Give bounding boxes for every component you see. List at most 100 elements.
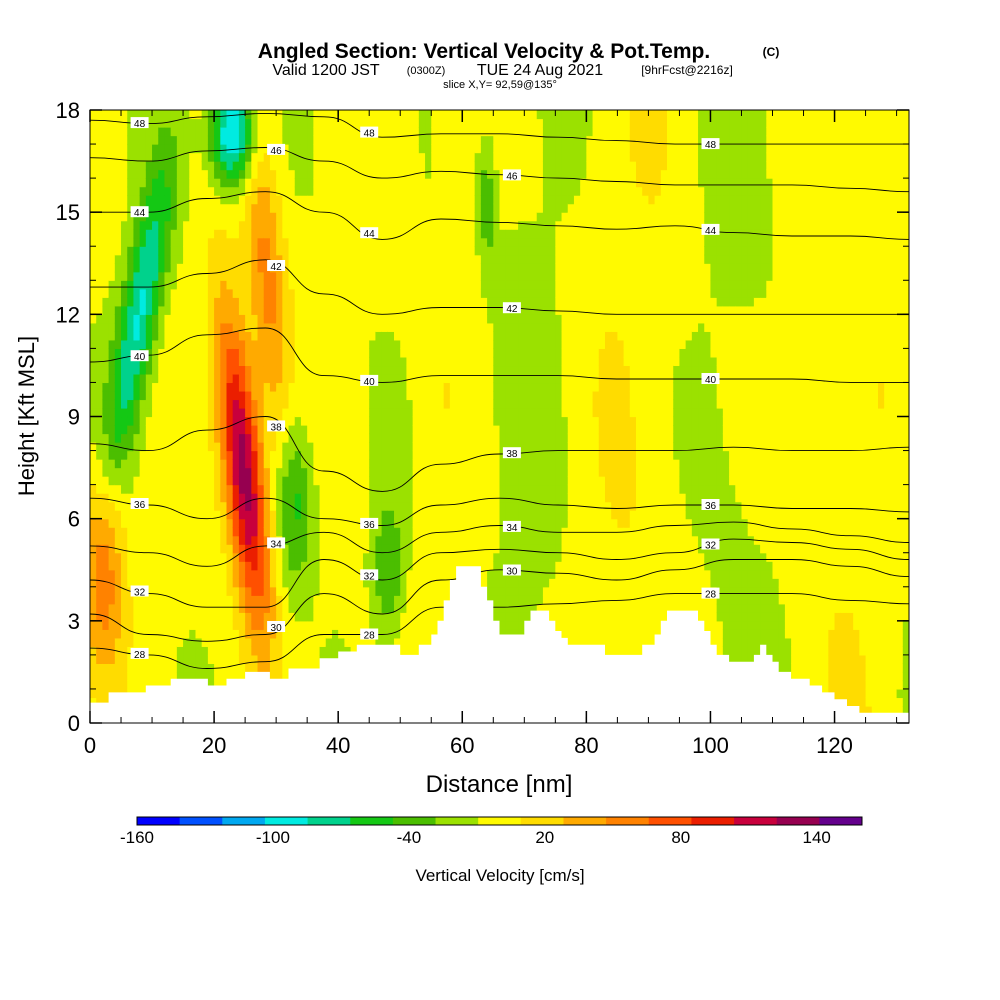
velocity-cell (102, 595, 110, 605)
velocity-cell (294, 127, 302, 137)
velocity-cell (158, 339, 166, 349)
velocity-cell (394, 297, 401, 307)
velocity-cell (468, 144, 476, 154)
velocity-cell (245, 390, 252, 401)
velocity-cell (257, 510, 265, 520)
velocity-cell (214, 152, 221, 162)
velocity-cell (176, 527, 184, 537)
velocity-cell (356, 203, 364, 213)
velocity-cell (412, 535, 420, 545)
velocity-cell (480, 425, 488, 435)
velocity-cell (400, 535, 408, 545)
velocity-cell (226, 552, 234, 562)
velocity-cell (493, 390, 501, 401)
velocity-cell (400, 348, 408, 358)
velocity-cell (133, 356, 141, 367)
velocity-cell (313, 203, 321, 213)
velocity-cell (139, 493, 147, 503)
velocity-cell (338, 280, 345, 290)
velocity-cell (493, 518, 501, 528)
velocity-cell (412, 484, 420, 494)
velocity-cell (245, 578, 252, 588)
velocity-cell (412, 510, 420, 520)
velocity-cell (170, 561, 178, 571)
velocity-cell (369, 144, 376, 154)
velocity-cell (505, 433, 513, 443)
velocity-cell (437, 493, 445, 503)
velocity-cell (145, 280, 153, 290)
velocity-cell (189, 220, 197, 230)
velocity-cell (108, 110, 116, 120)
velocity-cell (400, 603, 408, 613)
velocity-cell (480, 365, 488, 375)
velocity-cell (394, 416, 401, 426)
velocity-cell (102, 407, 110, 418)
velocity-cell (425, 518, 432, 528)
velocity-cell (369, 135, 376, 145)
velocity-cell (170, 620, 178, 630)
velocity-cell (251, 407, 259, 418)
velocity-cell (412, 365, 420, 375)
velocity-cell (493, 178, 501, 188)
velocity-cell (96, 195, 103, 205)
velocity-cell (307, 186, 314, 196)
velocity-cell (400, 263, 408, 273)
velocity-cell (462, 399, 470, 409)
velocity-cell (164, 484, 172, 494)
velocity-cell (108, 425, 116, 435)
velocity-cell (518, 578, 525, 588)
velocity-cell (245, 229, 252, 239)
velocity-cell (288, 442, 296, 452)
velocity-cell (108, 407, 116, 418)
velocity-cell (294, 578, 302, 588)
velocity-cell (251, 348, 259, 358)
velocity-cell (96, 433, 103, 443)
velocity-cell (245, 169, 252, 179)
velocity-cell (114, 561, 122, 571)
velocity-cell (220, 178, 228, 188)
velocity-cell (425, 280, 432, 290)
velocity-cell (505, 425, 513, 435)
velocity-cell (394, 203, 401, 213)
velocity-cell (468, 493, 476, 503)
velocity-cell (313, 586, 321, 596)
velocity-cell (102, 110, 110, 120)
velocity-cell (313, 322, 321, 332)
velocity-cell (96, 680, 103, 690)
velocity-cell (381, 339, 389, 349)
velocity-cell (487, 476, 494, 486)
velocity-cell (387, 561, 395, 571)
velocity-cell (375, 127, 383, 137)
velocity-cell (499, 476, 507, 486)
velocity-cell (381, 425, 389, 435)
velocity-cell (431, 527, 439, 537)
velocity-cell (487, 237, 494, 247)
velocity-cell (394, 356, 401, 367)
velocity-cell (257, 195, 265, 205)
velocity-cell (319, 569, 327, 579)
velocity-cell (406, 527, 414, 537)
velocity-cell (152, 280, 159, 290)
velocity-cell (505, 195, 513, 205)
velocity-cell (474, 552, 482, 562)
velocity-cell (425, 144, 432, 154)
velocity-cell (325, 518, 333, 528)
velocity-cell (183, 280, 190, 290)
velocity-cell (90, 425, 97, 435)
velocity-cell (251, 195, 259, 205)
velocity-cell (300, 271, 308, 281)
velocity-cell (319, 629, 327, 639)
velocity-cell (232, 314, 240, 324)
velocity-cell (313, 127, 321, 137)
velocity-cell (90, 561, 97, 571)
velocity-cell (505, 586, 513, 596)
velocity-cell (127, 535, 135, 545)
velocity-cell (152, 671, 159, 682)
velocity-cell (307, 203, 314, 213)
velocity-cell (121, 433, 128, 443)
velocity-cell (145, 314, 153, 324)
velocity-cell (164, 493, 172, 503)
velocity-cell (220, 254, 228, 264)
velocity-cell (282, 305, 290, 315)
velocity-cell (443, 246, 451, 256)
